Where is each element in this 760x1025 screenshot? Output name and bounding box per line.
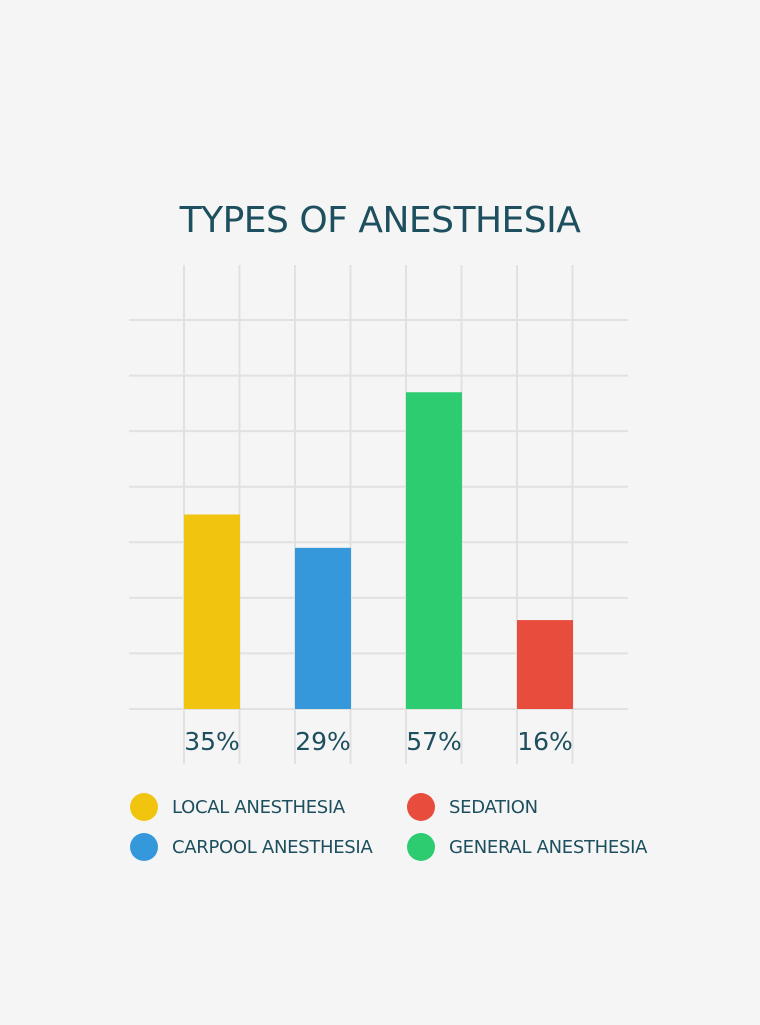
value-label: 57% [406, 727, 462, 756]
legend-swatch [130, 833, 158, 861]
legend-label: LOCAL ANESTHESIA [172, 797, 346, 818]
value-label: 29% [295, 727, 351, 756]
legend: LOCAL ANESTHESIA SEDATION CARPOOL ANESTHES… [130, 793, 648, 861]
chart-title: TYPES OF ANESTHESIA [179, 200, 582, 241]
legend-label: CARPOOL ANESTHESIA [172, 837, 373, 858]
bar-general-anesthesia [406, 392, 462, 709]
legend-swatch [130, 793, 158, 821]
bar-local-anesthesia [184, 514, 240, 709]
bars [184, 392, 573, 709]
value-label: 16% [517, 727, 573, 756]
bar-carpool-anesthesia [295, 547, 351, 709]
value-labels: 35% 29% 57% 16% [184, 727, 573, 756]
legend-label: GENERAL ANESTHESIA [449, 837, 648, 858]
bar-sedation [517, 620, 573, 709]
legend-swatch [407, 793, 435, 821]
legend-label: SEDATION [449, 797, 538, 818]
legend-swatch [407, 833, 435, 861]
value-label: 35% [184, 727, 240, 756]
